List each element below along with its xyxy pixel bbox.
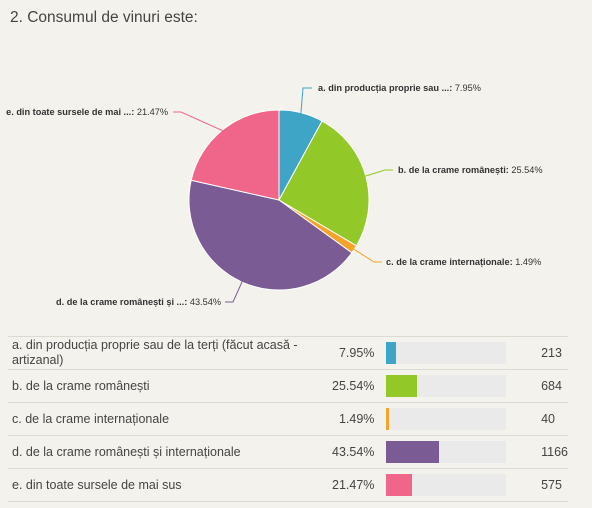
row-bar-fill xyxy=(386,474,413,496)
question-title: 2. Consumul de vinuri este: xyxy=(10,9,198,26)
pie-chart: a. din producția proprie sau ...: 7.95% b… xyxy=(6,83,543,307)
row-count: 684 xyxy=(516,369,568,403)
row-label: e. din toate sursele de mai sus xyxy=(8,468,315,502)
row-label: b. de la crame românești xyxy=(8,369,315,403)
pie-label-e: e. din toate sursele de mai ...: 21.47% xyxy=(6,107,168,117)
row-percent: 43.54% xyxy=(314,435,383,469)
row-percent: 25.54% xyxy=(314,369,383,403)
row-bar-track xyxy=(386,342,507,364)
row-percent: 21.47% xyxy=(314,468,383,502)
row-bar-fill xyxy=(386,375,417,397)
row-count: 575 xyxy=(516,468,568,502)
row-bar-fill xyxy=(386,342,396,364)
pie-label-d: d. de la crame românești și ...: 43.54% xyxy=(56,297,221,307)
row-count: 1166 xyxy=(516,435,568,469)
table-row: e. din toate sursele de mai sus 21.47% 575 xyxy=(8,468,568,502)
pie-leader-d xyxy=(225,279,244,303)
row-bar-track xyxy=(386,441,507,463)
pie-label-b: b. de la crame românești: 25.54% xyxy=(398,165,543,175)
pie-label-a: a. din producția proprie sau ...: 7.95% xyxy=(318,83,481,93)
table-row: c. de la crame internaționale 1.49% 40 xyxy=(8,402,568,436)
results-table: a. din producția proprie sau de la terți… xyxy=(8,336,568,502)
pie-leader-a xyxy=(300,87,312,115)
table-row: d. de la crame românești și internaționa… xyxy=(8,435,568,469)
row-label: d. de la crame românești și internaționa… xyxy=(8,435,315,469)
table-row: b. de la crame românești 25.54% 684 xyxy=(8,369,568,403)
pie-leader-c xyxy=(352,247,382,263)
pie-leader-e xyxy=(173,111,225,132)
pie-leader-b xyxy=(363,169,393,178)
row-percent: 7.95% xyxy=(314,336,383,370)
row-bar-fill xyxy=(386,441,439,463)
table-row: a. din producția proprie sau de la terți… xyxy=(8,336,568,370)
row-count: 213 xyxy=(516,336,568,370)
row-bar-fill xyxy=(386,408,390,430)
row-bar-track xyxy=(386,375,507,397)
row-bar-track xyxy=(386,408,507,430)
row-bar-track xyxy=(386,474,507,496)
pie-label-c: c. de la crame internaționale: 1.49% xyxy=(386,257,541,267)
pie-slice-e xyxy=(190,109,280,201)
row-label: c. de la crame internaționale xyxy=(8,402,315,436)
row-count: 40 xyxy=(516,402,568,436)
row-percent: 1.49% xyxy=(314,402,383,436)
row-label: a. din producția proprie sau de la terți… xyxy=(8,336,315,370)
